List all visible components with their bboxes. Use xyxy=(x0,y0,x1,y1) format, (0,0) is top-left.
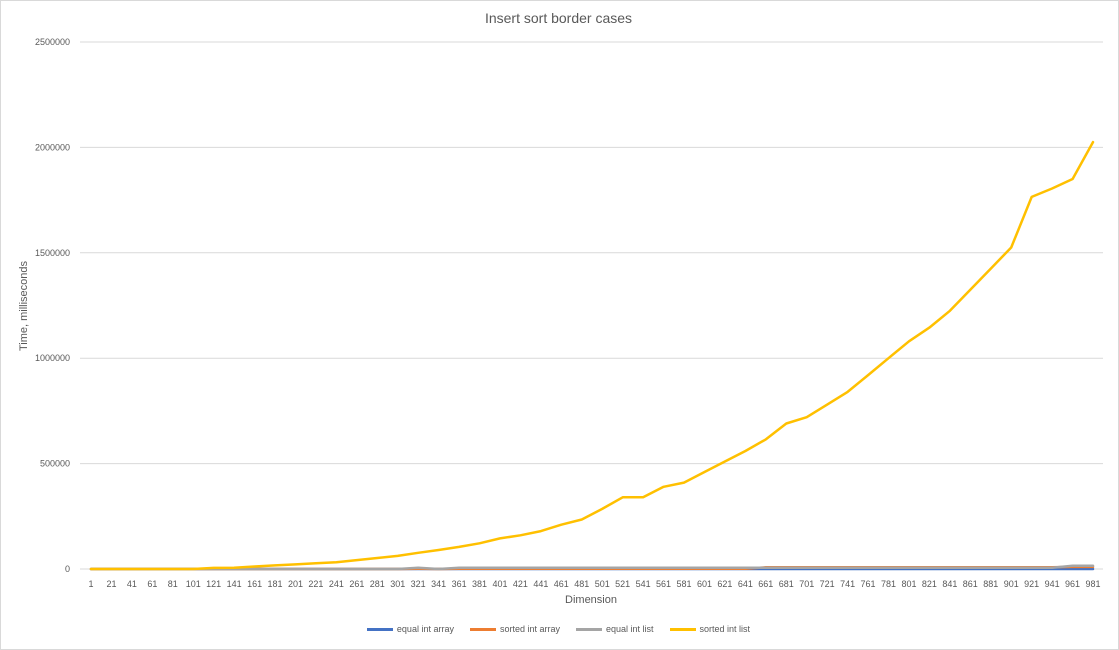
legend-swatch xyxy=(576,627,602,631)
x-tick-label: 521 xyxy=(615,579,630,589)
x-tick-label: 681 xyxy=(779,579,794,589)
series-line-sorted-int-list xyxy=(89,140,1095,571)
legend-item: sorted int list xyxy=(669,624,751,634)
x-tick-label: 741 xyxy=(840,579,855,589)
legend-label: equal int list xyxy=(606,624,654,634)
legend-swatch xyxy=(669,627,696,631)
x-tick-label: 861 xyxy=(963,579,978,589)
x-tick-label: 621 xyxy=(717,579,732,589)
x-tick-label: 201 xyxy=(288,579,303,589)
x-tick-label: 121 xyxy=(206,579,221,589)
x-tick-label: 801 xyxy=(901,579,916,589)
y-axis-title: Time, milliseconds xyxy=(18,260,30,351)
x-tick-label: 961 xyxy=(1065,579,1080,589)
series-line-equal-int-list xyxy=(89,564,1095,571)
x-tick-label: 21 xyxy=(106,579,116,589)
legend-swatch xyxy=(366,627,393,631)
x-tick-label: 61 xyxy=(147,579,157,589)
x-tick-label: 281 xyxy=(370,579,385,589)
y-tick-label: 1000000 xyxy=(35,353,70,363)
gridlines xyxy=(80,41,1103,570)
chart-title: Insert sort border cases xyxy=(484,10,633,26)
x-tick-label: 921 xyxy=(1024,579,1039,589)
x-tick-label: 321 xyxy=(411,579,426,589)
x-tick-label: 561 xyxy=(656,579,671,589)
y-tick-label: 2000000 xyxy=(35,142,70,152)
x-tick-label: 261 xyxy=(349,579,364,589)
x-tick-label: 881 xyxy=(983,579,998,589)
x-tick-label: 361 xyxy=(452,579,467,589)
x-tick-label: 541 xyxy=(636,579,651,589)
y-axis-ticks: 0 500000 1000000 1500000 2000000 2500000 xyxy=(35,37,70,574)
y-tick-label: 2500000 xyxy=(35,37,70,47)
x-tick-label: 661 xyxy=(758,579,773,589)
legend-label: equal int array xyxy=(396,624,454,634)
y-tick-label: 500000 xyxy=(40,459,70,469)
y-tick-label: 1500000 xyxy=(35,248,70,258)
x-axis-ticks: 1 21 41 61 81 101 121 141 161 181 201 221 241 261 281 3… xyxy=(88,579,1100,589)
x-tick-label: 721 xyxy=(820,579,835,589)
x-tick-label: 161 xyxy=(247,579,262,589)
x-tick-label: 781 xyxy=(881,579,896,589)
x-tick-label: 641 xyxy=(738,579,753,589)
x-tick-label: 341 xyxy=(431,579,446,589)
x-tick-label: 461 xyxy=(554,579,569,589)
legend-item: equal int array xyxy=(366,624,454,634)
x-tick-label: 761 xyxy=(861,579,876,589)
x-axis-title: Dimension xyxy=(565,594,617,606)
legend-label: sorted int list xyxy=(699,624,751,634)
x-tick-label: 941 xyxy=(1045,579,1060,589)
legend-swatch xyxy=(469,627,496,631)
x-tick-label: 441 xyxy=(533,579,548,589)
legend-item: equal int list xyxy=(576,624,654,634)
x-tick-label: 821 xyxy=(922,579,937,589)
y-tick-label: 0 xyxy=(65,564,70,574)
x-tick-label: 601 xyxy=(697,579,712,589)
legend-item: sorted int array xyxy=(469,624,560,634)
x-tick-label: 181 xyxy=(268,579,283,589)
x-tick-label: 141 xyxy=(227,579,242,589)
x-tick-label: 981 xyxy=(1085,579,1100,589)
x-tick-label: 401 xyxy=(492,579,507,589)
x-tick-label: 101 xyxy=(186,579,201,589)
x-tick-label: 481 xyxy=(574,579,589,589)
x-tick-label: 581 xyxy=(677,579,692,589)
x-tick-label: 701 xyxy=(799,579,814,589)
legend: equal int array sorted int array equal int… xyxy=(0,624,1117,634)
x-tick-label: 501 xyxy=(595,579,610,589)
x-tick-label: 41 xyxy=(127,579,137,589)
x-tick-label: 841 xyxy=(942,579,957,589)
x-tick-label: 241 xyxy=(329,579,344,589)
x-tick-label: 421 xyxy=(513,579,528,589)
x-tick-label: 901 xyxy=(1004,579,1019,589)
legend-label: sorted int array xyxy=(499,624,560,634)
x-tick-label: 301 xyxy=(390,579,405,589)
x-tick-label: 221 xyxy=(308,579,323,589)
series-lines xyxy=(89,140,1095,571)
x-tick-label: 1 xyxy=(88,579,93,589)
x-tick-label: 81 xyxy=(168,579,178,589)
x-tick-label: 381 xyxy=(472,579,487,589)
